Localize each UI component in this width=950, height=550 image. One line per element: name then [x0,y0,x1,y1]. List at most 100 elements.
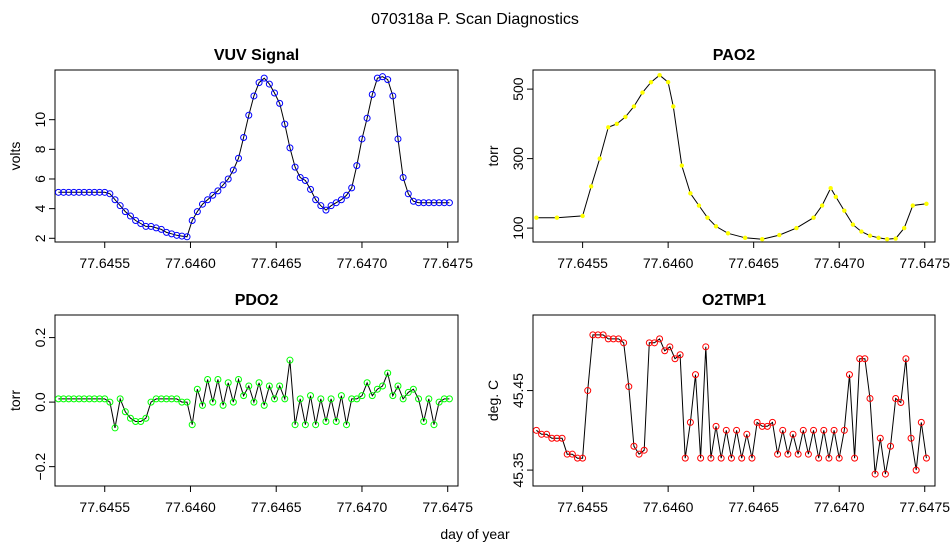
o2tmp1-data-point [532,426,540,434]
pao2-data-point [713,224,719,229]
o2tmp1-data-point [645,339,653,347]
o2tmp1-data-point [661,347,669,355]
pdo2-data-point [147,398,155,406]
o2tmp1-data-point [902,355,910,363]
o2tmp1-data-point [789,430,797,438]
vuv-signal-data-point [291,163,299,171]
vuv-signal-data-point [90,188,98,196]
vuv-signal-data-point [250,92,258,100]
pao2-data-point [623,114,628,120]
vuv-signal-data-point [85,188,93,196]
pao2-data-point [648,79,654,85]
o2tmp1-data-point [753,418,761,426]
o2tmp1-data-point [553,434,561,442]
vuv-signal-y-tick-label: 4 [32,205,48,213]
o2tmp1-x-tick-label: 77.6455 [557,499,608,515]
o2tmp1-data-point [640,446,648,454]
pao2-data-point [534,215,539,220]
vuv-signal-data-point [358,135,366,143]
pdo2-data-point [368,392,376,400]
vuv-signal-data-point [276,99,284,107]
pao2-data-point [867,233,873,238]
o2tmp1-data-point [717,454,725,462]
vuv-signal-data-point [137,219,145,227]
pdo2-data-point [291,421,299,429]
pao2-data-point [588,184,594,189]
panel-pdo2: PDO2 77.6455 77.6460 77.6465 77.6470 77.6475 −… [7,292,473,515]
vuv-signal-data-point [70,188,78,196]
o2tmp1-data-point [871,470,879,478]
pao2-plot-frame [532,69,936,243]
vuv-signal-data-point [111,196,119,204]
pdo2-data-point [224,379,232,387]
panel-vuv-signal: VUV Signal 77.6455 77.6460 77.6465 77.6470 77… [7,47,473,271]
vuv-signal-data-point [229,166,237,174]
vuv-signal-data-point [265,80,273,88]
o2tmp1-data-point [630,442,638,450]
o2tmp1-data-point [876,434,884,442]
vuv-signal-data-point [116,202,124,210]
vuv-signal-data-point [121,208,129,216]
pao2-data-point [760,237,765,242]
o2tmp1-data-point [768,418,776,426]
vuv-signal-data-point [80,188,88,196]
pao2-data-point [688,191,693,196]
pdo2-data-point [379,382,387,390]
pdo2-data-point [90,395,98,403]
pao2-data-point [606,125,611,130]
pao2-y-tick-label: 100 [510,216,526,240]
pdo2-data-point [193,385,201,393]
o2tmp1-data-point [727,454,735,462]
pdo2-data-point [332,417,340,425]
pdo2-series-line [58,360,450,428]
pao2-data-point [819,203,825,208]
vuv-signal-data-point [132,217,140,224]
vuv-signal-data-point [296,174,304,181]
vuv-signal-data-point [178,232,186,240]
o2tmp1-data-point [620,339,628,347]
vuv-signal-data-point [415,199,423,207]
pdo2-data-point [219,401,227,409]
vuv-signal-data-point [317,202,325,210]
pdo2-data-point [317,395,325,403]
vuv-signal-data-point [353,162,361,170]
vuv-signal-data-point [343,191,351,199]
pdo2-data-point [409,385,417,393]
pdo2-data-point [286,356,294,364]
o2tmp1-data-point [830,426,838,434]
pao2-data-point [833,194,838,200]
pdo2-x-tick-label: 77.6465 [251,499,302,515]
vuv-signal-data-point [234,154,242,162]
vuv-signal-data-point [54,188,62,196]
pdo2-data-point [54,395,62,403]
pdo2-data-point [80,395,88,403]
pdo2-data-point [152,395,160,403]
pao2-data-point [884,237,890,242]
vuv-signal-data-point [75,188,83,196]
o2tmp1-data-point [707,454,715,462]
pdo2-data-point [209,398,217,406]
vuv-signal-data-point [157,225,165,233]
pao2-x-tick-label: 77.6455 [557,255,608,271]
pdo2-data-point [260,401,268,409]
vuv-signal-data-point [214,187,222,195]
o2tmp1-data-point [748,454,756,462]
o2tmp1-data-point [861,355,869,363]
pdo2-x-tick-label: 77.6460 [165,499,216,515]
vuv-signal-data-point [348,184,356,192]
pao2-data-point [828,185,833,191]
pdo2-data-point [327,395,335,403]
vuv-signal-x-tick-label: 77.6465 [251,255,302,271]
vuv-signal-data-point [430,199,438,207]
pao2-data-point [742,235,748,241]
o2tmp1-data-point [609,335,617,343]
pdo2-data-point [358,392,366,400]
pao2-data-point [705,215,710,220]
pdo2-data-point [337,392,345,400]
pdo2-data-point [276,382,284,390]
o2tmp1-title: O2TMP1 [702,292,766,309]
pdo2-data-point [173,395,181,403]
pdo2-data-point [132,417,140,425]
o2tmp1-data-point [779,426,787,434]
vuv-signal-data-point [420,199,428,207]
